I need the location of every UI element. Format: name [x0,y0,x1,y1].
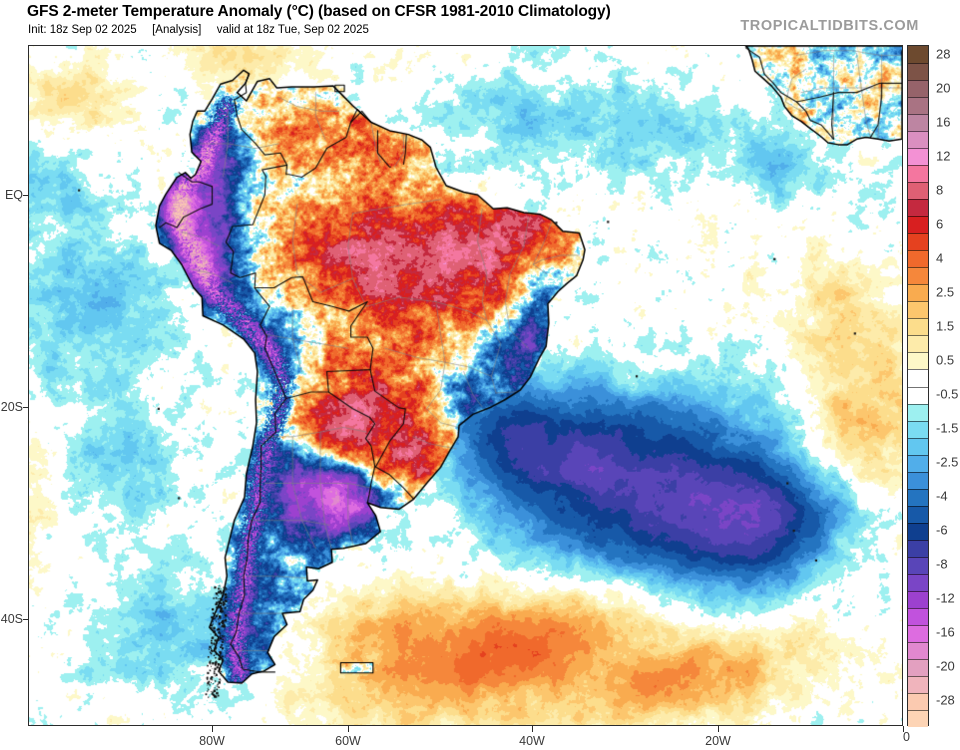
colorbar-cell [908,46,928,64]
colorbar-label: -8 [936,556,948,572]
latitude-tick [23,619,29,621]
colorbar-label: -12 [936,590,955,606]
colorbar-cell [908,658,928,677]
colorbar-label: -1.5 [936,420,959,436]
colorbar-label: -20 [936,658,955,674]
longitude-label: 20W [705,734,731,748]
longitude-label: 80W [199,734,225,748]
init-time-text: Init: 18z Sep 02 2025 [28,24,137,36]
colorbar-cell [908,301,928,319]
colorbar-cell [908,403,928,421]
colorbar-cell [908,369,928,387]
colorbar-label: 2.5 [936,284,955,300]
colorbar-cell [908,63,928,81]
longitude-tick [212,726,214,732]
map-subtitle: Init: 18z Sep 02 2025 [Analysis] valid a… [28,24,369,36]
colorbar-label: -2.5 [936,454,959,470]
colorbar-cell [908,352,928,370]
colorbar-label: 4 [936,250,944,266]
colorbar-cell [908,692,928,711]
colorbar-cell [908,488,928,507]
colorbar-label: -6 [936,522,948,538]
colorbar-cell [908,216,928,234]
colorbar-cell [908,590,928,609]
colorbar-cell [908,437,928,455]
colorbar-label: -28 [936,692,955,708]
analysis-tag: [Analysis] [152,24,202,36]
colorbar-label: -16 [936,624,955,640]
colorbar-label: -4 [936,488,948,504]
colorbar-cell [908,573,928,592]
colorbar-cell [908,454,928,473]
colorbar-label: 8 [936,182,944,198]
colorbar-cell [908,624,928,643]
colorbar-cell [908,131,928,149]
colorbar-cell [908,182,928,200]
colorbar-label: -0.5 [936,386,959,402]
latitude-label: 20S [0,400,23,414]
longitude-tick [532,726,534,732]
colorbar-label: 28 [936,46,951,61]
colorbar-cell [908,709,928,728]
colorbar-cell [908,335,928,353]
colorbar-label: 0.5 [936,352,955,368]
map-plot-area[interactable] [28,45,903,726]
colorbar-scale [907,45,929,728]
page-title: GFS 2-meter Temperature Anomaly (°C) (ba… [27,3,611,20]
longitude-label: 60W [335,734,361,748]
colorbar-cell [908,284,928,302]
colorbar-cell [908,114,928,132]
anomaly-raster-canvas [29,46,902,725]
colorbar-label: 6 [936,216,944,232]
longitude-tick [348,726,350,732]
longitude-tick [718,726,720,732]
colorbar-cell [908,505,928,524]
colorbar-cell [908,199,928,217]
colorbar-cell [908,471,928,490]
colorbar-label: 20 [936,80,951,96]
colorbar-cell [908,267,928,285]
watermark-text: TROPICALTIDBITS.COM [740,18,919,34]
longitude-label: 40W [519,734,545,748]
colorbar-cell [908,165,928,183]
colorbar-cell [908,675,928,694]
colorbar-zero-label: 0 [903,730,910,744]
latitude-label: 40S [0,612,23,626]
valid-time-text: valid at 18z Tue, Sep 02 2025 [216,24,369,36]
colorbar-cell [908,539,928,558]
colorbar-cell [908,420,928,438]
colorbar-label: 16 [936,114,951,130]
colorbar-cell [908,148,928,166]
colorbar-cell [908,233,928,251]
colorbar-cell [908,641,928,660]
latitude-tick [23,407,29,409]
colorbar-cell [908,80,928,98]
colorbar-cell [908,97,928,115]
latitude-tick [23,195,29,197]
latitude-label: EQ [4,188,23,202]
colorbar-label: 12 [936,148,951,164]
colorbar-cell [908,556,928,575]
colorbar-cell [908,318,928,336]
longitude-tick [903,726,905,732]
colorbar-label: 1.5 [936,318,955,334]
colorbar-cell [908,522,928,541]
colorbar-cell [908,386,928,404]
colorbar-cell [908,607,928,626]
colorbar-cell [908,250,928,268]
